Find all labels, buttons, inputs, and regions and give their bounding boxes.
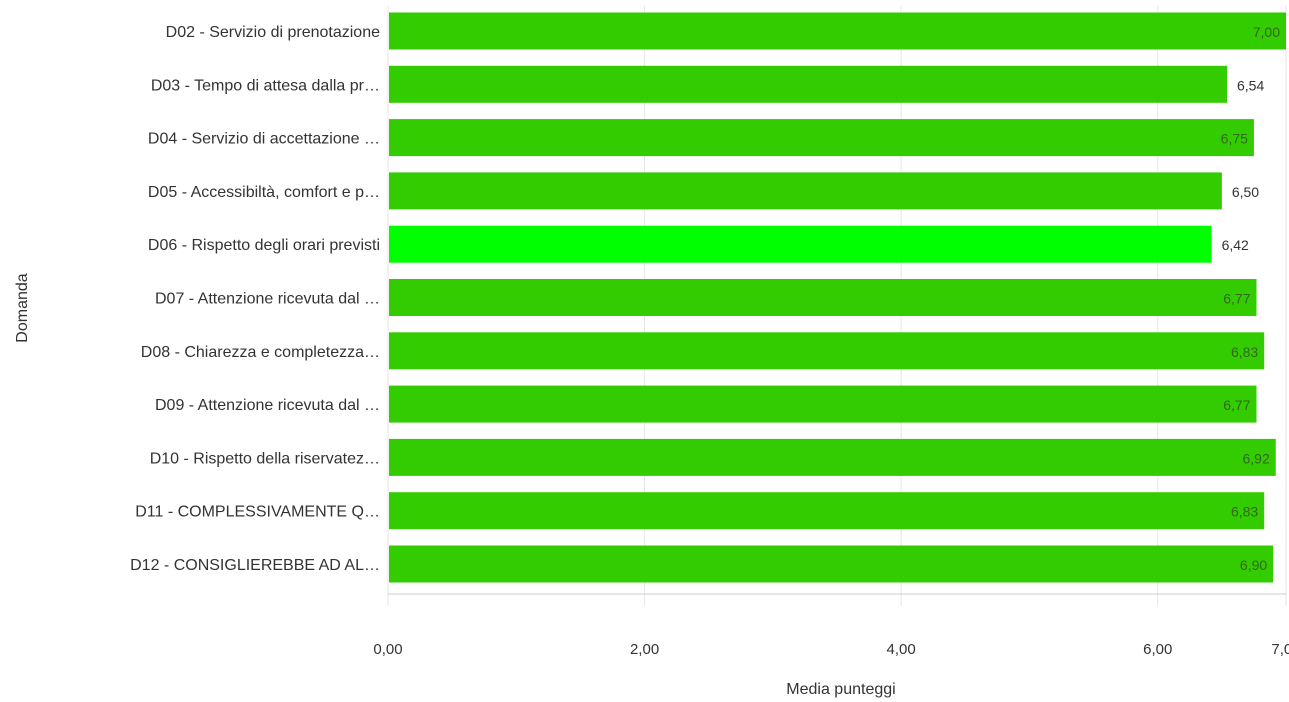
category-label: D10 - Rispetto della riservatez… <box>150 450 380 467</box>
bar[interactable] <box>389 492 1265 530</box>
x-tick-label: 0,00 <box>373 641 402 658</box>
category-label: D03 - Tempo di attesa dalla pr… <box>151 77 380 94</box>
value-label: 6,92 <box>1242 450 1269 466</box>
value-label: 7,00 <box>1253 24 1280 40</box>
x-tick-label: 4,00 <box>887 641 916 658</box>
bar[interactable] <box>389 332 1265 370</box>
x-tick-label: 2,00 <box>630 641 659 658</box>
bar[interactable] <box>389 119 1254 157</box>
bar[interactable] <box>389 385 1257 423</box>
bar[interactable] <box>389 65 1227 103</box>
value-label: 6,77 <box>1223 291 1250 307</box>
value-labels: 7,00 6,54 6,75 6,50 6,42 6,77 6,83 6,77 6,92 6,83… <box>1221 24 1281 573</box>
category-label: D09 - Attenzione ricevuta dal … <box>155 397 380 414</box>
category-labels: D02 - Servizio di prenotazione D03 - Temp… <box>130 24 380 574</box>
value-label: 6,77 <box>1223 397 1250 413</box>
bar[interactable] <box>389 225 1212 263</box>
category-label: D04 - Servizio di accettazione … <box>148 131 380 148</box>
value-label: 6,50 <box>1232 184 1259 200</box>
value-label: 6,90 <box>1240 557 1267 573</box>
category-label: D11 - COMPLESSIVAMENTE Q… <box>135 504 380 521</box>
y-axis-title: Domanda <box>14 273 31 342</box>
value-label: 6,54 <box>1237 77 1264 93</box>
category-label: D12 - CONSIGLIEREBBE AD AL… <box>130 557 380 574</box>
bar[interactable] <box>389 12 1286 50</box>
x-axis-ticks: 0,00 2,00 4,00 6,00 7,00 <box>373 641 1289 658</box>
category-label: D05 - Accessibiltà, comfort e p… <box>148 184 380 201</box>
x-tick-label: 6,00 <box>1143 641 1172 658</box>
x-tick-label: 7,00 <box>1271 641 1289 658</box>
category-label: D02 - Servizio di prenotazione <box>166 24 380 41</box>
bar[interactable] <box>389 172 1222 210</box>
category-label: D07 - Attenzione ricevuta dal … <box>155 291 380 308</box>
bar[interactable] <box>389 438 1276 476</box>
value-label: 6,83 <box>1231 344 1258 360</box>
value-label: 6,75 <box>1221 131 1248 147</box>
x-axis-title: Media punteggi <box>786 681 895 698</box>
value-label: 6,83 <box>1231 504 1258 520</box>
value-label: 6,42 <box>1222 237 1249 253</box>
bars <box>389 12 1286 583</box>
category-label: D08 - Chiarezza e completezza… <box>141 344 380 361</box>
category-label: D06 - Rispetto degli orari previsti <box>148 237 380 254</box>
bar[interactable] <box>389 279 1257 316</box>
bar[interactable] <box>389 545 1274 583</box>
